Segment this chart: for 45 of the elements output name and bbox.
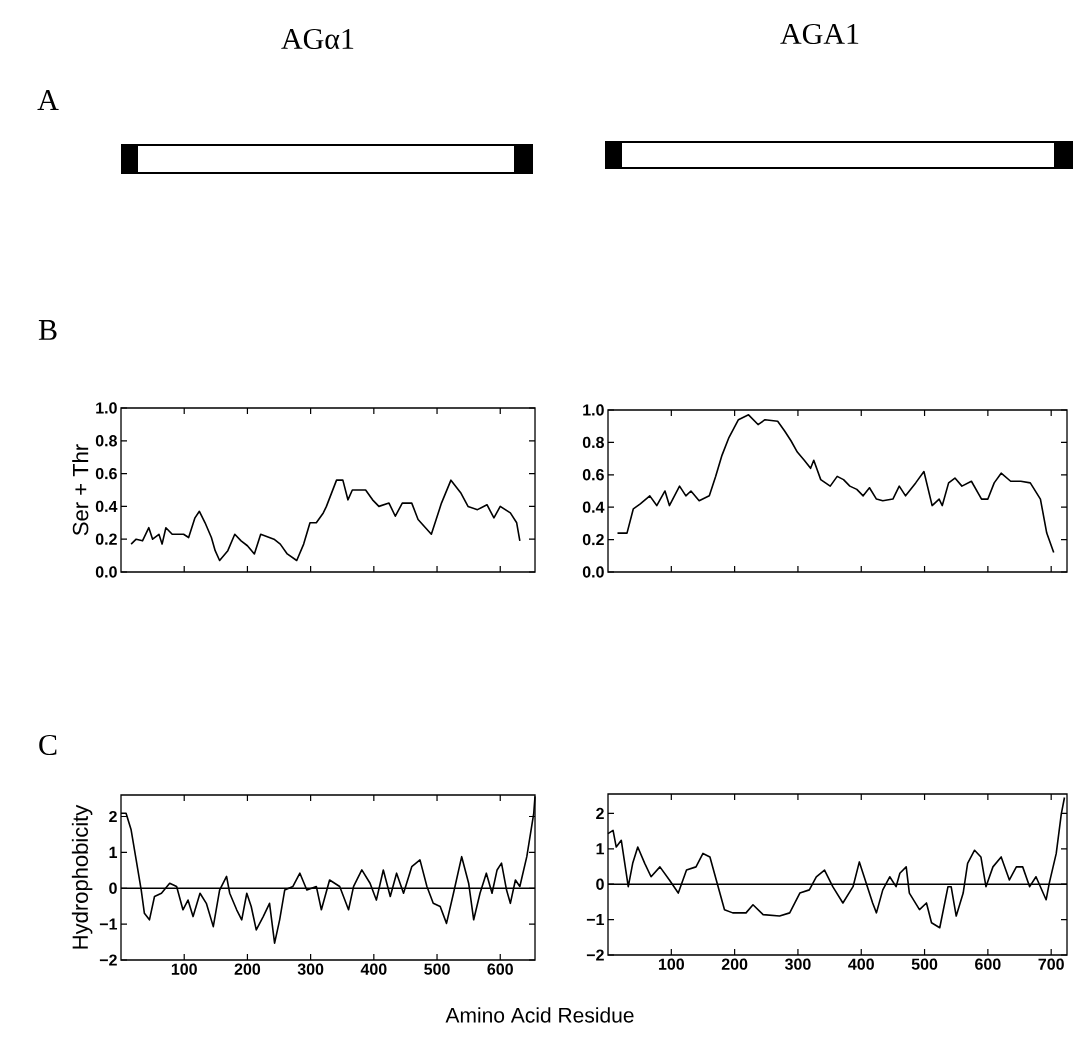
y-tick-label: 0.4 bbox=[582, 501, 605, 513]
x-tick-label: 100 bbox=[658, 958, 684, 970]
y-tick-label: 0.4 bbox=[95, 500, 118, 513]
y-tick-label: 0.8 bbox=[95, 435, 117, 447]
y-tick-label: 0.8 bbox=[582, 436, 604, 449]
y-axis-title: Hydrophobicity bbox=[71, 804, 93, 949]
x-tick-label: 300 bbox=[784, 958, 811, 970]
y-tick-label: 0.6 bbox=[95, 467, 117, 480]
y-tick-label: 0.2 bbox=[95, 533, 117, 545]
x-tick-label: 400 bbox=[848, 958, 874, 970]
y-tick-label: 2 bbox=[596, 807, 604, 820]
x-tick-label: 500 bbox=[424, 963, 450, 975]
text: A bbox=[37, 90, 59, 110]
y-tick-label: 0 bbox=[109, 882, 117, 894]
y-tick-label: 1.0 bbox=[583, 404, 604, 416]
x-tick-label: 600 bbox=[975, 958, 1001, 970]
chart-title: AGA1 bbox=[780, 23, 859, 45]
y-tick-label: 0 bbox=[596, 878, 604, 890]
x-tick-label: 500 bbox=[911, 958, 938, 970]
line-series bbox=[130, 479, 521, 562]
chart-title: AGα1 bbox=[281, 28, 354, 50]
y-tick-label: −1 bbox=[99, 918, 118, 930]
x-tick-label: 200 bbox=[234, 963, 261, 975]
y-tick-label: 0.0 bbox=[95, 566, 117, 578]
y-tick-label: −2 bbox=[99, 954, 117, 966]
y-tick-label: 0.6 bbox=[582, 469, 604, 481]
x-tick-label: 100 bbox=[171, 963, 197, 975]
x-tick-label: 400 bbox=[360, 963, 387, 975]
text: B bbox=[38, 320, 57, 340]
x-tick-label: 200 bbox=[721, 958, 748, 970]
y-tick-label: 1 bbox=[109, 846, 118, 858]
x-tick-label: 600 bbox=[487, 963, 513, 975]
line-series bbox=[616, 414, 1055, 554]
x-axis-title: Amino Acid Residue bbox=[445, 1007, 634, 1023]
y-tick-label: 0.2 bbox=[582, 533, 604, 546]
y-tick-label: 2 bbox=[109, 810, 117, 823]
x-tick-label: 700 bbox=[1038, 958, 1064, 970]
y-tick-label: 0.0 bbox=[582, 566, 604, 578]
y-tick-label: 1 bbox=[596, 843, 605, 855]
y-tick-label: −1 bbox=[586, 914, 605, 926]
y-tick-label: −2 bbox=[586, 949, 604, 961]
text: C bbox=[39, 734, 57, 756]
x-tick-label: 300 bbox=[297, 963, 324, 975]
y-axis-title: Ser + Thr bbox=[72, 444, 89, 536]
y-tick-label: 1.0 bbox=[96, 402, 117, 414]
